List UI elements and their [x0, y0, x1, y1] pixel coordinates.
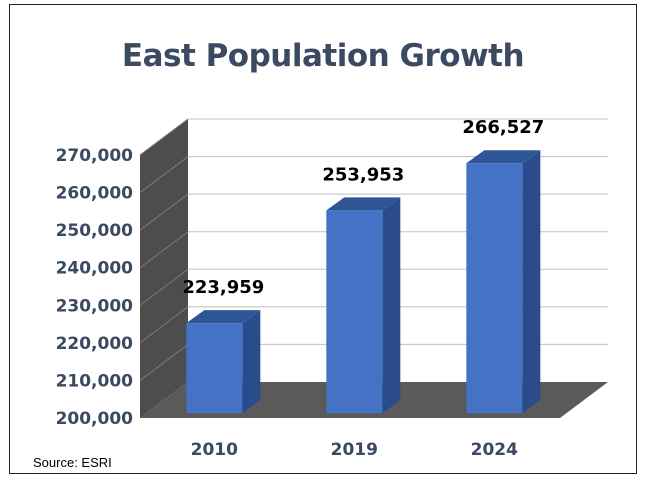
data-label: 223,959	[182, 277, 264, 298]
bar-side	[382, 197, 401, 414]
wall-gridline	[139, 268, 189, 306]
x-tick-label: 2019	[331, 440, 378, 460]
y-tick-label: 210,000	[56, 371, 134, 391]
y-tick-label: 260,000	[56, 184, 134, 204]
source-note: Source: ESRI	[33, 455, 112, 470]
bar-top	[326, 197, 401, 211]
back-wall	[140, 119, 188, 418]
y-tick-label: 270,000	[56, 146, 134, 166]
bar-side	[522, 150, 541, 414]
y-tick-label: 200,000	[56, 409, 134, 429]
wall-gridline	[139, 344, 189, 381]
bar	[466, 163, 523, 414]
wall-gridline	[139, 156, 189, 193]
wall-gridline	[139, 118, 189, 156]
wall-gridline	[139, 193, 189, 231]
data-label: 253,953	[322, 164, 404, 185]
bar-side	[242, 310, 261, 414]
x-tick-label: 2010	[191, 440, 238, 460]
bar-top	[186, 310, 261, 324]
y-tick-label: 240,000	[56, 259, 134, 279]
x-tick-label: 2024	[471, 440, 518, 460]
bar-top	[466, 150, 541, 164]
bar	[326, 210, 383, 414]
bar	[186, 323, 243, 414]
wall-gridline	[139, 231, 189, 269]
y-tick-label: 250,000	[56, 221, 134, 241]
wall-gridline	[139, 306, 189, 344]
data-label: 266,527	[462, 117, 544, 138]
y-tick-label: 220,000	[56, 334, 134, 354]
y-tick-label: 230,000	[56, 296, 134, 316]
chart-title: East Population Growth	[121, 38, 525, 74]
